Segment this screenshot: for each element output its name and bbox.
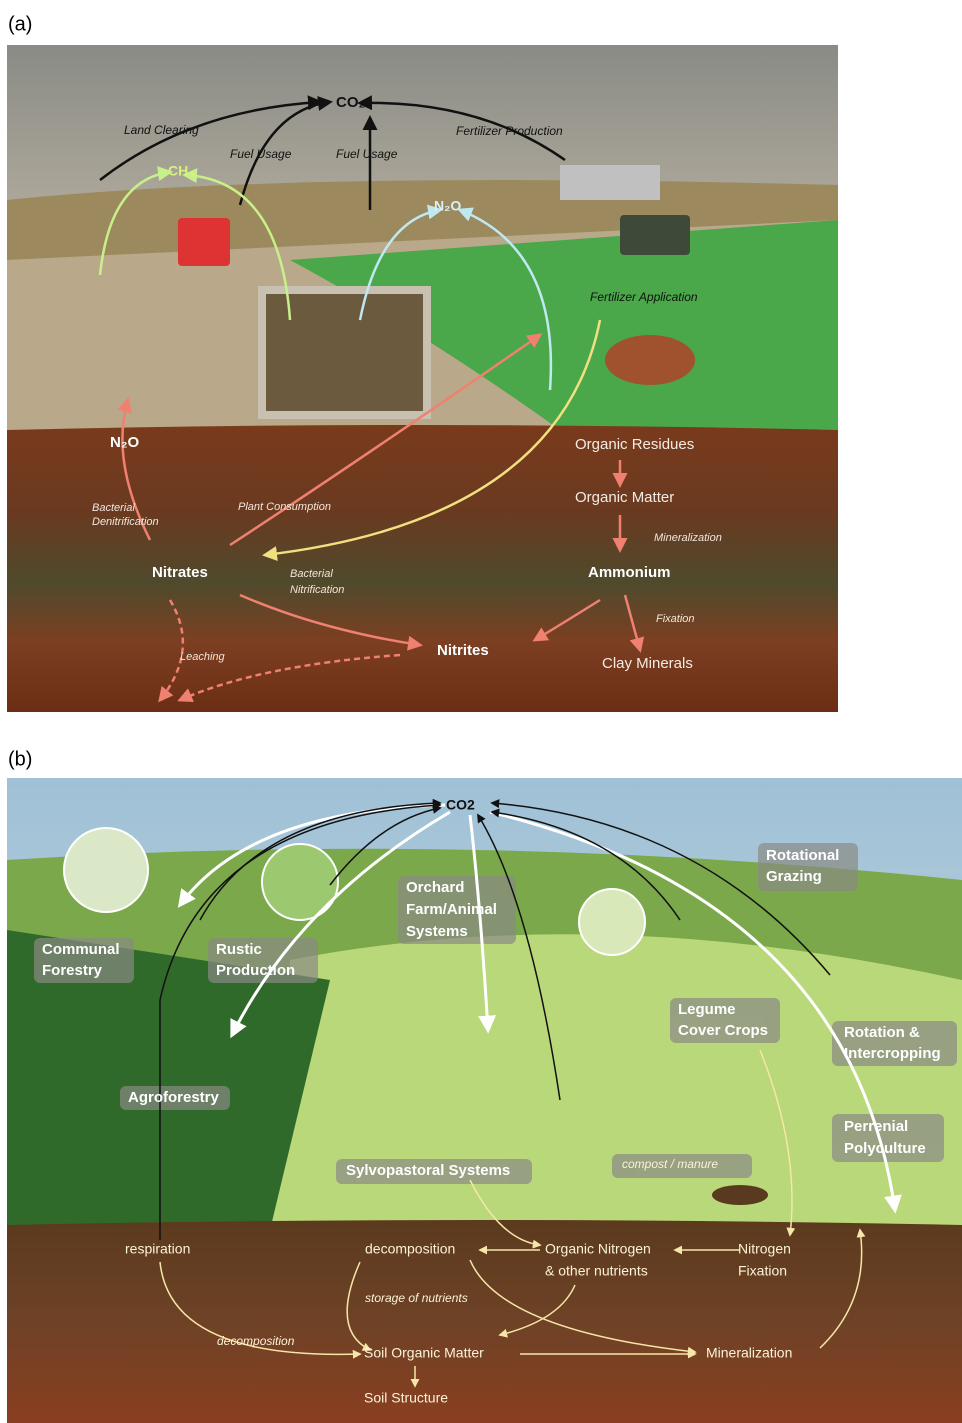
label: Mineralization — [654, 532, 722, 544]
label: N₂O — [110, 434, 139, 451]
label: Leaching — [180, 651, 226, 663]
label: Orchard — [406, 879, 464, 896]
label: decomposition — [217, 1334, 295, 1348]
label: storage of nutrients — [365, 1291, 468, 1305]
label: Clay Minerals — [602, 655, 693, 672]
label: Bacterial — [92, 502, 135, 514]
label: Fixation — [738, 1263, 787, 1279]
label: Denitrification — [92, 516, 159, 528]
figure: (a) CO₂ Land Clearing Fertilizer Product… — [0, 0, 962, 1423]
label: Rustic — [216, 941, 262, 958]
label: Cover Crops — [678, 1022, 768, 1039]
label: Communal — [42, 941, 120, 958]
panel-label: (b) — [8, 748, 32, 770]
panel-label: (a) — [8, 13, 32, 35]
panel-b: CO2 Rotational Grazing Orchard Farm/Anim… — [7, 778, 962, 1423]
label: Organic Nitrogen — [545, 1241, 651, 1257]
label: Soil Structure — [364, 1390, 448, 1406]
label: Fuel Usage — [336, 147, 398, 161]
label: Polyculture — [844, 1140, 926, 1157]
label: Systems — [406, 923, 468, 940]
label: compost / manure — [622, 1157, 718, 1171]
label: Forestry — [42, 962, 103, 979]
label: CO₂ — [336, 94, 365, 111]
label: Fertilizer Application — [590, 290, 698, 304]
label: Rotational — [766, 847, 839, 864]
label: CO2 — [446, 797, 475, 813]
label: Nitrogen — [738, 1241, 791, 1257]
label: Grazing — [766, 868, 822, 885]
label: & other nutrients — [545, 1263, 648, 1279]
label: Mineralization — [706, 1345, 792, 1361]
label: CH₄ — [168, 163, 195, 179]
panel-a: CO₂ Land Clearing Fertilizer Production … — [7, 45, 838, 712]
label: Intercropping — [844, 1045, 941, 1062]
label: Soil Organic Matter — [364, 1345, 484, 1361]
label: Organic Matter — [575, 489, 674, 506]
label: Fuel Usage — [230, 147, 292, 161]
label: Sylvopastoral Systems — [346, 1162, 510, 1179]
label: N₂O — [434, 198, 461, 214]
label: Plant Consumption — [238, 501, 331, 513]
label: Fertilizer Production — [456, 124, 563, 138]
label: Ammonium — [588, 564, 671, 581]
label: Nitrification — [290, 584, 344, 596]
label: Land Clearing — [124, 123, 199, 137]
label: Rotation & — [844, 1024, 920, 1041]
label: Fixation — [656, 613, 695, 625]
label: Agroforestry — [128, 1089, 220, 1106]
label: Perrenial — [844, 1118, 908, 1135]
label: Farm/Animal — [406, 901, 497, 918]
label: Nitrites — [437, 642, 489, 659]
label: Organic Residues — [575, 436, 694, 453]
label: Bacterial — [290, 568, 333, 580]
label: Nitrates — [152, 564, 208, 581]
label: respiration — [125, 1241, 190, 1257]
label: Production — [216, 962, 295, 979]
label: decomposition — [365, 1241, 455, 1257]
label: Legume — [678, 1001, 736, 1018]
